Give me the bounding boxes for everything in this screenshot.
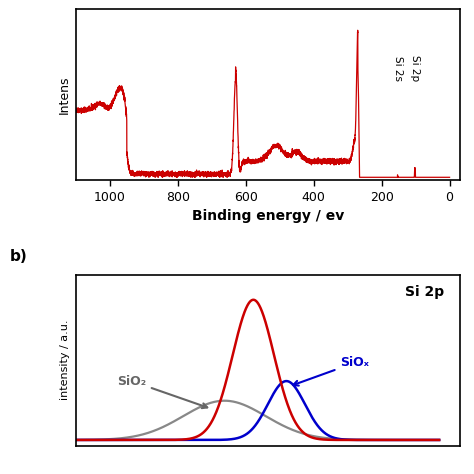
Text: Si 2p: Si 2p: [410, 55, 420, 82]
Text: b): b): [9, 249, 27, 264]
Text: Si 2p: Si 2p: [405, 285, 445, 299]
X-axis label: Binding energy / ev: Binding energy / ev: [191, 210, 344, 223]
Text: SiOₓ: SiOₓ: [293, 356, 369, 386]
Y-axis label: Intens: Intens: [57, 76, 70, 114]
Text: Si 2s: Si 2s: [392, 56, 402, 82]
Text: SiO₂: SiO₂: [117, 374, 207, 408]
Y-axis label: intensity / a.u.: intensity / a.u.: [60, 320, 70, 401]
